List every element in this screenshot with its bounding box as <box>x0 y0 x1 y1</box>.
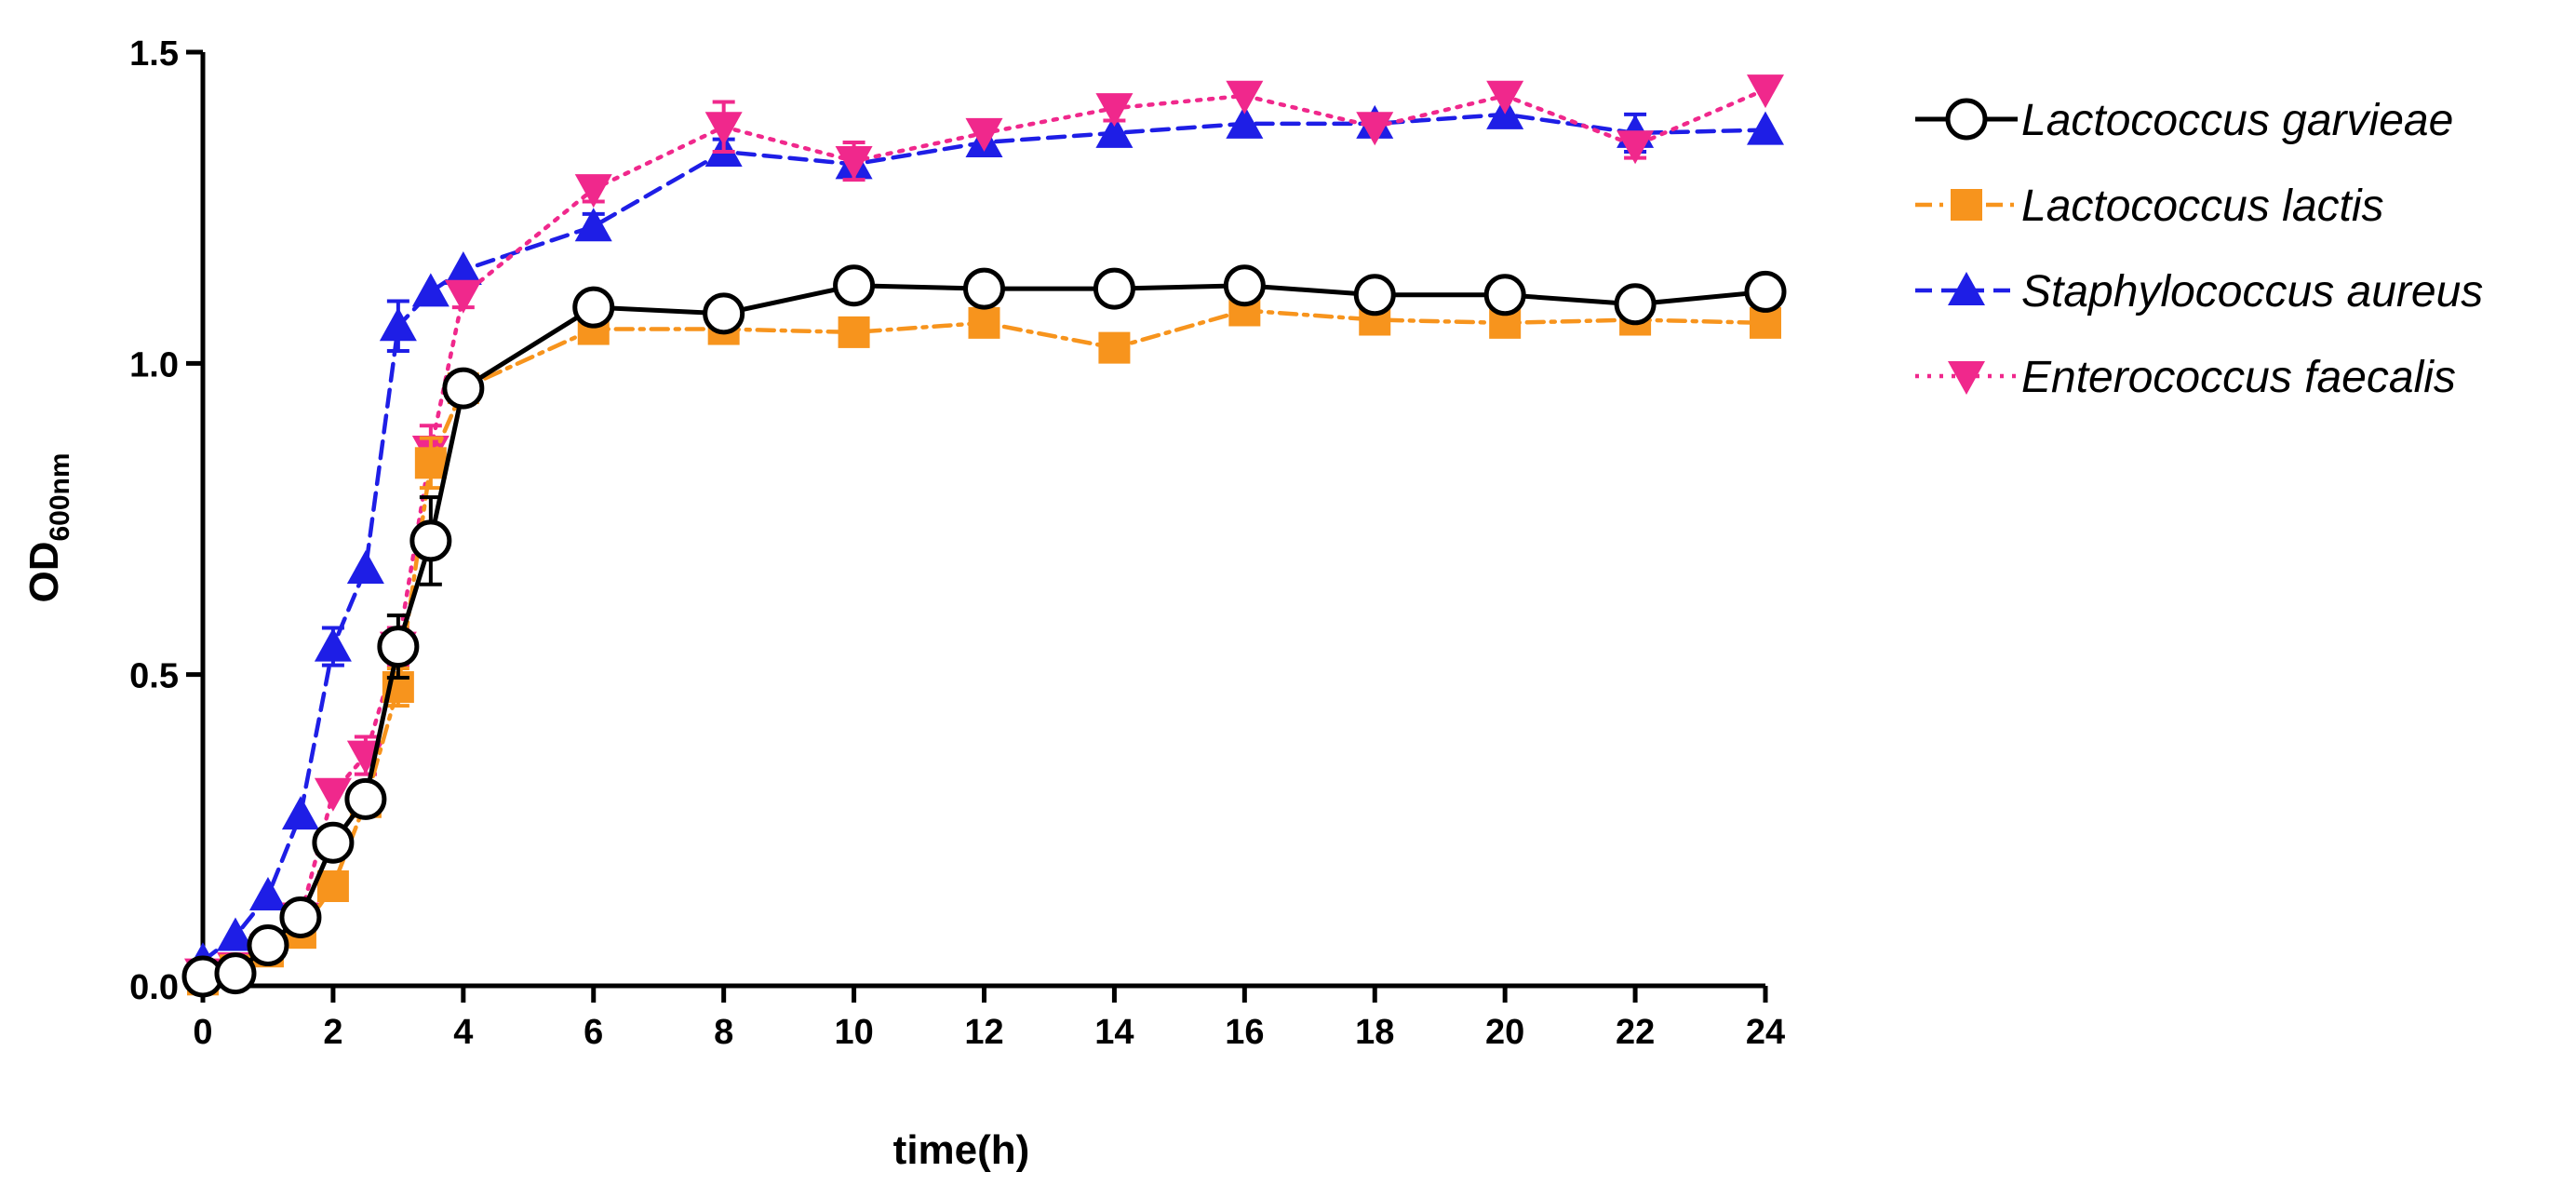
legend: Lactococcus garvieae Lactococcus lactis St… <box>1915 96 2483 402</box>
data-point <box>1486 80 1524 115</box>
x-tick-label: 10 <box>834 1013 873 1052</box>
series-layer <box>181 74 1787 998</box>
data-point <box>344 777 387 820</box>
legend-marker <box>1948 361 1985 395</box>
data-point <box>1747 74 1784 109</box>
y-axis-title: OD600nm <box>21 452 75 602</box>
data-point <box>279 896 322 938</box>
legend-marker <box>1948 272 1985 305</box>
y-tick-label: 0.5 <box>129 657 179 696</box>
x-axis-title: time(h) <box>893 1127 1030 1173</box>
data-point <box>1095 114 1134 148</box>
y-axis-title-subscript: 600nm <box>45 452 75 541</box>
data-point <box>414 447 447 479</box>
data-point <box>1483 274 1526 317</box>
data-point <box>314 777 352 812</box>
x-tick-label: 18 <box>1355 1013 1394 1052</box>
data-point <box>379 307 417 342</box>
x-tick-label: 14 <box>1094 1013 1134 1052</box>
data-point <box>1226 80 1264 115</box>
x-tick-label: 24 <box>1746 1013 1785 1052</box>
data-point <box>214 952 257 995</box>
data-point <box>574 174 612 209</box>
legend-label: Lactococcus garvieae <box>2021 96 2453 145</box>
legend-label: Staphylococcus aureus <box>2021 267 2483 317</box>
ticks: 0 2 4 6 8 10 12 14 16 18 20 22 240.00.51.01.5 <box>129 34 1785 1052</box>
data-point <box>572 286 615 329</box>
y-tick-label: 1.5 <box>129 34 179 74</box>
data-point <box>1093 267 1135 310</box>
data-point <box>346 549 384 584</box>
data-point <box>316 870 349 903</box>
data-point <box>704 112 743 146</box>
x-tick-label: 12 <box>964 1013 1003 1052</box>
data-point <box>1356 112 1394 146</box>
legend-item: Staphylococcus aureus <box>1915 267 2483 317</box>
series-0 <box>181 264 1787 998</box>
legend-marker <box>1945 98 1988 141</box>
data-point <box>1223 264 1266 307</box>
data-point <box>1353 274 1396 317</box>
y-axis-title-main: OD <box>21 542 67 603</box>
data-point <box>377 626 420 668</box>
data-point <box>703 292 745 335</box>
data-point <box>1744 270 1787 313</box>
x-tick-label: 16 <box>1225 1013 1264 1052</box>
data-point <box>1226 104 1264 139</box>
data-point <box>968 306 1000 339</box>
svg-text:OD600nm: OD600nm <box>21 452 75 602</box>
x-tick-label: 6 <box>584 1013 603 1052</box>
data-point <box>314 627 352 662</box>
data-point <box>838 316 870 348</box>
data-point <box>1098 331 1131 364</box>
data-point <box>247 924 289 967</box>
legend-item: Lactococcus lactis <box>1915 182 2384 231</box>
data-point <box>312 821 355 864</box>
data-point <box>444 279 482 314</box>
data-point <box>216 917 254 951</box>
y-tick-label: 1.0 <box>129 345 179 384</box>
legend-label: Enterococcus faecalis <box>2021 353 2456 402</box>
data-point <box>1095 93 1134 128</box>
data-point <box>833 264 876 307</box>
x-tick-label: 4 <box>453 1013 473 1052</box>
data-point <box>574 208 612 242</box>
data-point <box>411 273 449 307</box>
x-tick-label: 8 <box>714 1013 733 1052</box>
data-point <box>281 796 319 830</box>
legend-label: Lactococcus lactis <box>2021 182 2384 231</box>
x-tick-label: 22 <box>1616 1013 1655 1052</box>
x-tick-label: 20 <box>1485 1013 1524 1052</box>
legend-marker <box>1951 189 1982 221</box>
data-point <box>442 367 485 410</box>
series-1 <box>187 294 1781 996</box>
data-point <box>1614 283 1657 326</box>
legend-item: Enterococcus faecalis <box>1915 353 2456 402</box>
data-point <box>248 877 287 911</box>
data-point <box>835 146 873 181</box>
y-tick-label: 0.0 <box>129 968 179 1007</box>
data-point <box>444 251 482 286</box>
data-point <box>963 267 1005 310</box>
data-point <box>1747 111 1784 145</box>
x-tick-label: 0 <box>193 1013 212 1052</box>
x-tick-label: 2 <box>323 1013 342 1052</box>
series-line <box>200 283 1768 979</box>
data-point <box>965 117 1003 152</box>
data-point <box>409 519 452 562</box>
legend-item: Lactococcus garvieae <box>1915 96 2453 145</box>
series-line <box>200 308 1768 982</box>
data-point <box>1617 130 1655 165</box>
